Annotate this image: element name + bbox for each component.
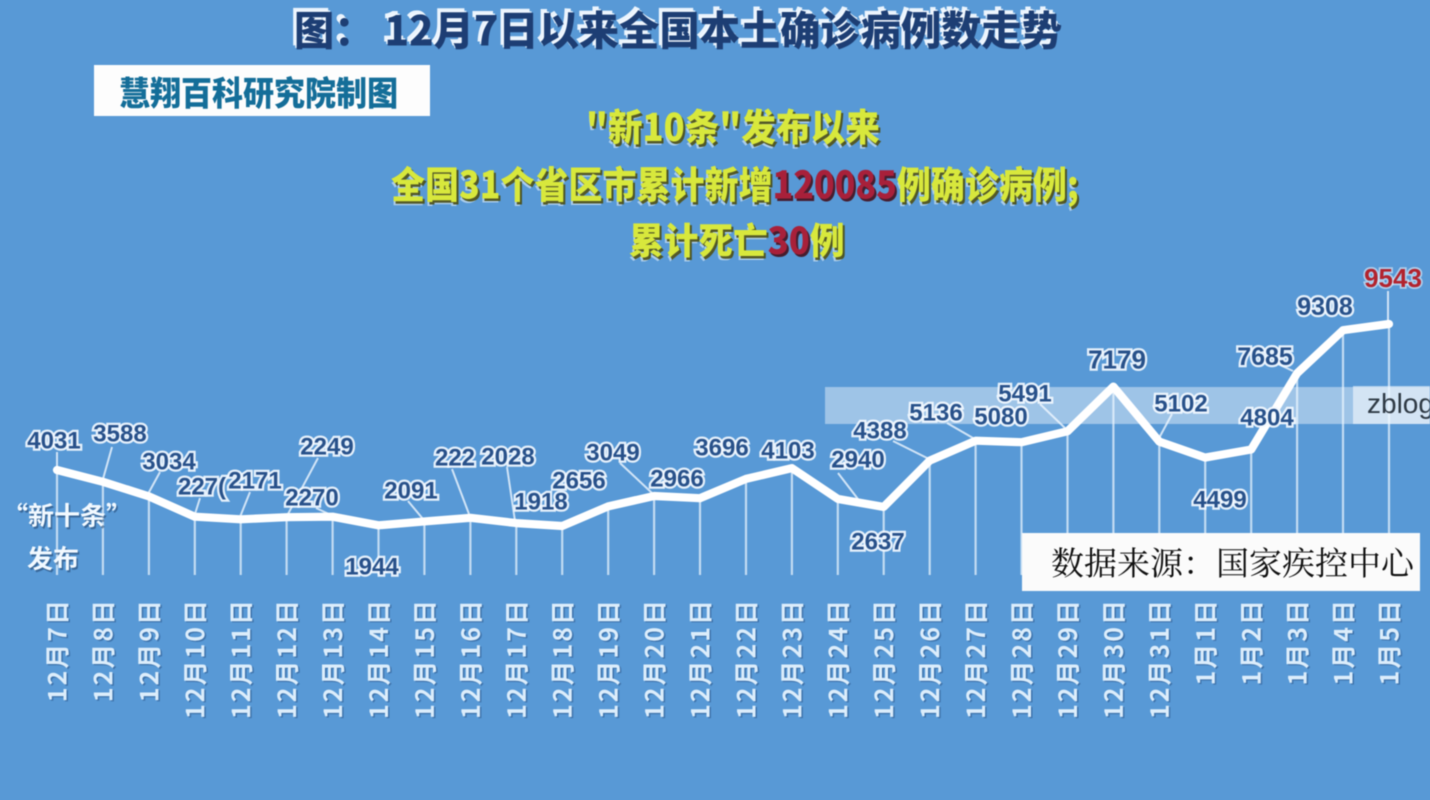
svg-text:4103: 4103 [761,438,814,465]
svg-text:3588: 3588 [93,421,146,448]
svg-text:4031: 4031 [27,428,80,455]
svg-text:227(: 227( [178,474,226,501]
svg-text:9308: 9308 [1297,293,1353,321]
svg-text:7179: 7179 [1088,344,1146,374]
svg-text:5080: 5080 [974,404,1027,431]
svg-text:9543: 9543 [1364,263,1422,293]
svg-text:5102: 5102 [1154,391,1207,418]
svg-text:3696: 3696 [695,435,748,462]
svg-text:2171: 2171 [228,468,281,495]
svg-text:7685: 7685 [1237,343,1293,371]
svg-text:1918: 1918 [514,489,567,516]
svg-text:zblog: zblog [1367,388,1430,419]
svg-text:2637: 2637 [851,529,904,556]
svg-text:4804: 4804 [1240,405,1294,432]
svg-text:2966: 2966 [650,466,703,493]
svg-text:2028: 2028 [481,444,534,471]
svg-text:4499: 4499 [1193,487,1246,514]
svg-text:3034: 3034 [142,449,196,476]
svg-text:2940: 2940 [831,447,884,474]
svg-text:222: 222 [435,445,475,472]
svg-text:2270: 2270 [285,485,338,512]
svg-text:2249: 2249 [300,434,353,461]
svg-text:2091: 2091 [384,478,437,505]
svg-text:5491: 5491 [998,381,1051,408]
svg-text:2656: 2656 [552,468,605,495]
svg-text:3049: 3049 [586,440,639,467]
svg-text:5136: 5136 [909,400,962,427]
svg-text:4388: 4388 [853,418,906,445]
svg-text:1944: 1944 [345,554,399,581]
